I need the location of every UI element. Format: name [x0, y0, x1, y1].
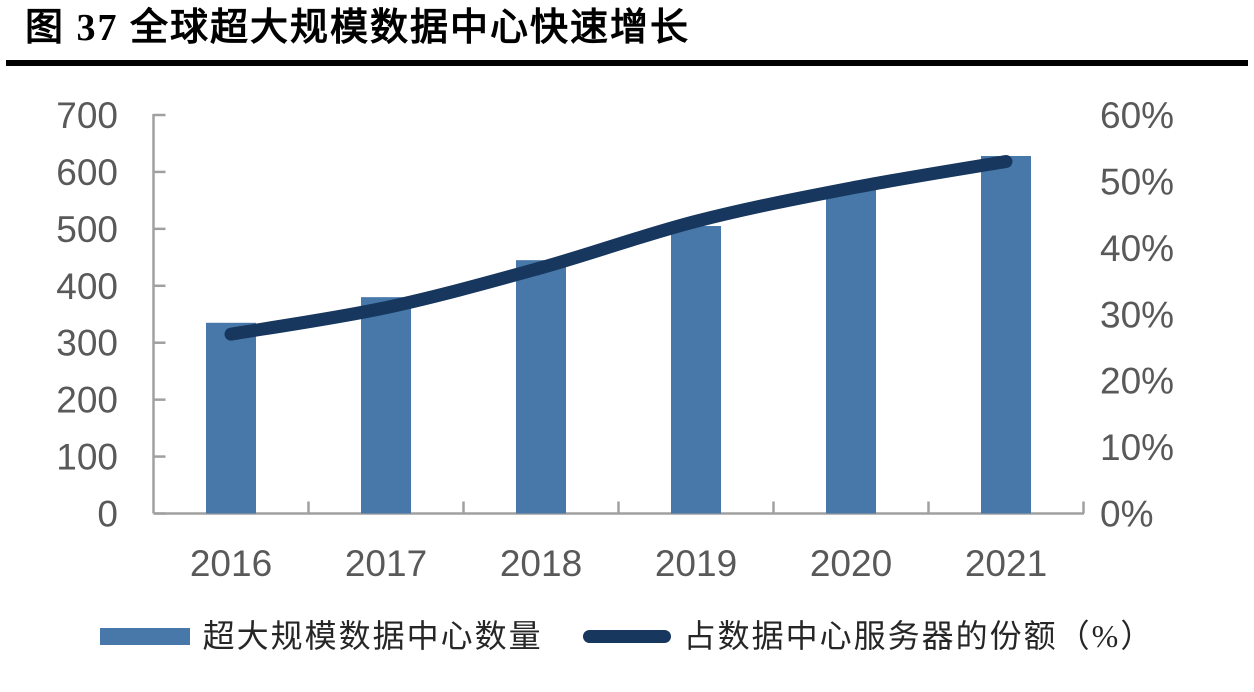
x-tick-label: 2016 — [190, 543, 272, 584]
left-tick-label: 200 — [56, 380, 118, 421]
legend-item-bar-series: 超大规模数据中心数量 — [99, 614, 543, 658]
legend: 超大规模数据中心数量 占数据中心服务器的份额（%） — [0, 610, 1254, 662]
bar-2021 — [981, 155, 1031, 514]
title-underline — [6, 60, 1248, 66]
bar-2018 — [516, 260, 566, 514]
bar-series-label: 超大规模数据中心数量 — [202, 618, 543, 654]
left-tick-label: 600 — [56, 152, 118, 193]
x-tick-label: 2018 — [500, 543, 582, 584]
left-tick-label: 400 — [56, 266, 118, 307]
x-tick-label: 2021 — [965, 543, 1047, 584]
right-tick-label: 10% — [1100, 427, 1174, 468]
left-tick-label: 700 — [56, 95, 118, 136]
right-tick-label: 20% — [1100, 361, 1174, 402]
x-tick-label: 2020 — [810, 543, 892, 584]
x-tick-label: 2019 — [655, 543, 737, 584]
left-tick-label: 0 — [97, 494, 118, 535]
left-tick-label: 300 — [56, 323, 118, 364]
axis-labels: 700 600 500 400 300 200 100 0 60% 50% 40% 30% 20% 10%… — [56, 95, 1174, 584]
bar-series-swatch — [99, 627, 190, 645]
axes — [152, 113, 1085, 515]
bar-2017 — [361, 297, 411, 514]
left-tick-label: 500 — [56, 209, 118, 250]
right-tick-label: 40% — [1100, 228, 1174, 269]
right-tick-label: 50% — [1100, 161, 1174, 202]
line-series-swatch — [582, 629, 671, 643]
right-tick-label: 30% — [1100, 294, 1174, 335]
line-series — [224, 155, 1013, 341]
right-tick-label: 60% — [1100, 95, 1174, 136]
right-tick-label: 0% — [1100, 494, 1153, 535]
x-tick-label: 2017 — [345, 543, 427, 584]
bar-series — [206, 155, 1031, 514]
bar-2020 — [826, 189, 876, 514]
bar-2016 — [206, 322, 256, 514]
line-series-label: 占数据中心服务器的份额（%） — [683, 618, 1155, 654]
legend-item-line-series: 占数据中心服务器的份额（%） — [582, 614, 1155, 658]
bar-2019 — [671, 226, 721, 514]
left-tick-label: 100 — [56, 437, 118, 478]
figure-title: 图 37 全球超大规模数据中心快速增长 — [25, 7, 691, 49]
